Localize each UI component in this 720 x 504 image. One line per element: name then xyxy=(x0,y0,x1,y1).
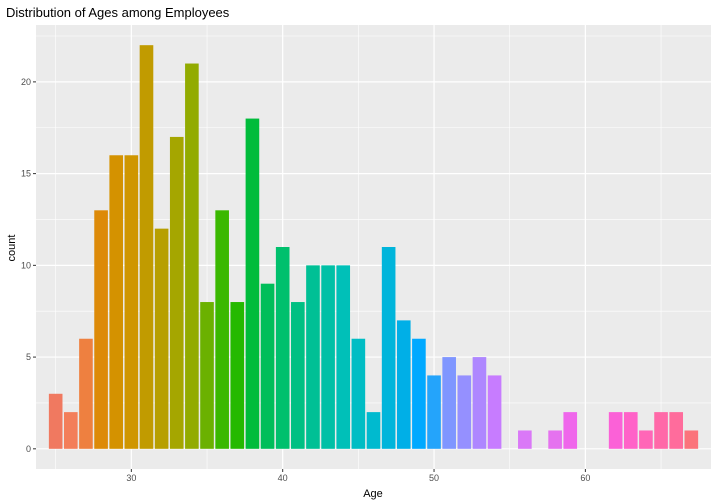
bar-age-42 xyxy=(306,265,320,449)
chart-title: Distribution of Ages among Employees xyxy=(6,5,230,20)
y-tick-label: 10 xyxy=(21,260,31,270)
bar-age-62 xyxy=(608,412,623,449)
y-tick-label: 0 xyxy=(26,444,31,454)
bar-age-30 xyxy=(124,155,139,449)
x-tick-label: 30 xyxy=(126,473,136,483)
bar-age-27 xyxy=(79,338,93,449)
bar-age-49 xyxy=(412,338,426,449)
bar-age-26 xyxy=(63,412,78,449)
bar-age-48 xyxy=(396,320,411,449)
y-tick-label: 5 xyxy=(26,352,31,362)
bar-age-35 xyxy=(200,302,214,449)
bar-age-38 xyxy=(245,118,260,449)
bars xyxy=(48,45,699,449)
bar-age-37 xyxy=(230,302,245,449)
x-axis-title: Age xyxy=(363,488,383,500)
bar-age-29 xyxy=(109,155,124,449)
bar-age-32 xyxy=(154,228,169,449)
bar-age-50 xyxy=(427,375,441,449)
bar-age-43 xyxy=(321,265,335,449)
bar-age-44 xyxy=(336,265,351,449)
bar-age-28 xyxy=(94,210,108,449)
bar-age-46 xyxy=(366,412,381,449)
bar-age-47 xyxy=(381,247,396,449)
bar-age-25 xyxy=(48,393,63,449)
bar-age-67 xyxy=(684,430,699,449)
y-tick-label: 15 xyxy=(21,169,31,179)
bar-age-56 xyxy=(518,430,532,449)
y-axis-ticks: 0 5 10 15 20 xyxy=(21,77,36,454)
bar-age-51 xyxy=(442,357,456,449)
bar-age-40 xyxy=(275,247,290,449)
bar-age-45 xyxy=(351,338,366,449)
bar-age-53 xyxy=(472,357,487,449)
x-axis-ticks: 30 40 50 60 xyxy=(126,469,590,483)
y-axis-title: count xyxy=(6,235,18,262)
bar-age-33 xyxy=(169,136,184,449)
x-tick-label: 50 xyxy=(429,473,439,483)
bar-age-59 xyxy=(563,412,578,449)
bar-age-31 xyxy=(139,45,154,449)
bar-age-66 xyxy=(669,412,684,449)
bar-age-52 xyxy=(457,375,472,449)
bar-age-64 xyxy=(639,430,653,449)
bar-age-34 xyxy=(185,63,199,449)
bar-age-54 xyxy=(487,375,502,449)
bar-age-39 xyxy=(260,283,275,449)
bar-age-41 xyxy=(291,302,305,449)
bar-age-65 xyxy=(654,412,668,449)
bar-age-36 xyxy=(215,210,229,449)
bar-age-63 xyxy=(623,412,638,449)
y-tick-label: 20 xyxy=(21,77,31,87)
bar-age-58 xyxy=(548,430,562,449)
x-tick-label: 60 xyxy=(580,473,590,483)
x-tick-label: 40 xyxy=(278,473,288,483)
